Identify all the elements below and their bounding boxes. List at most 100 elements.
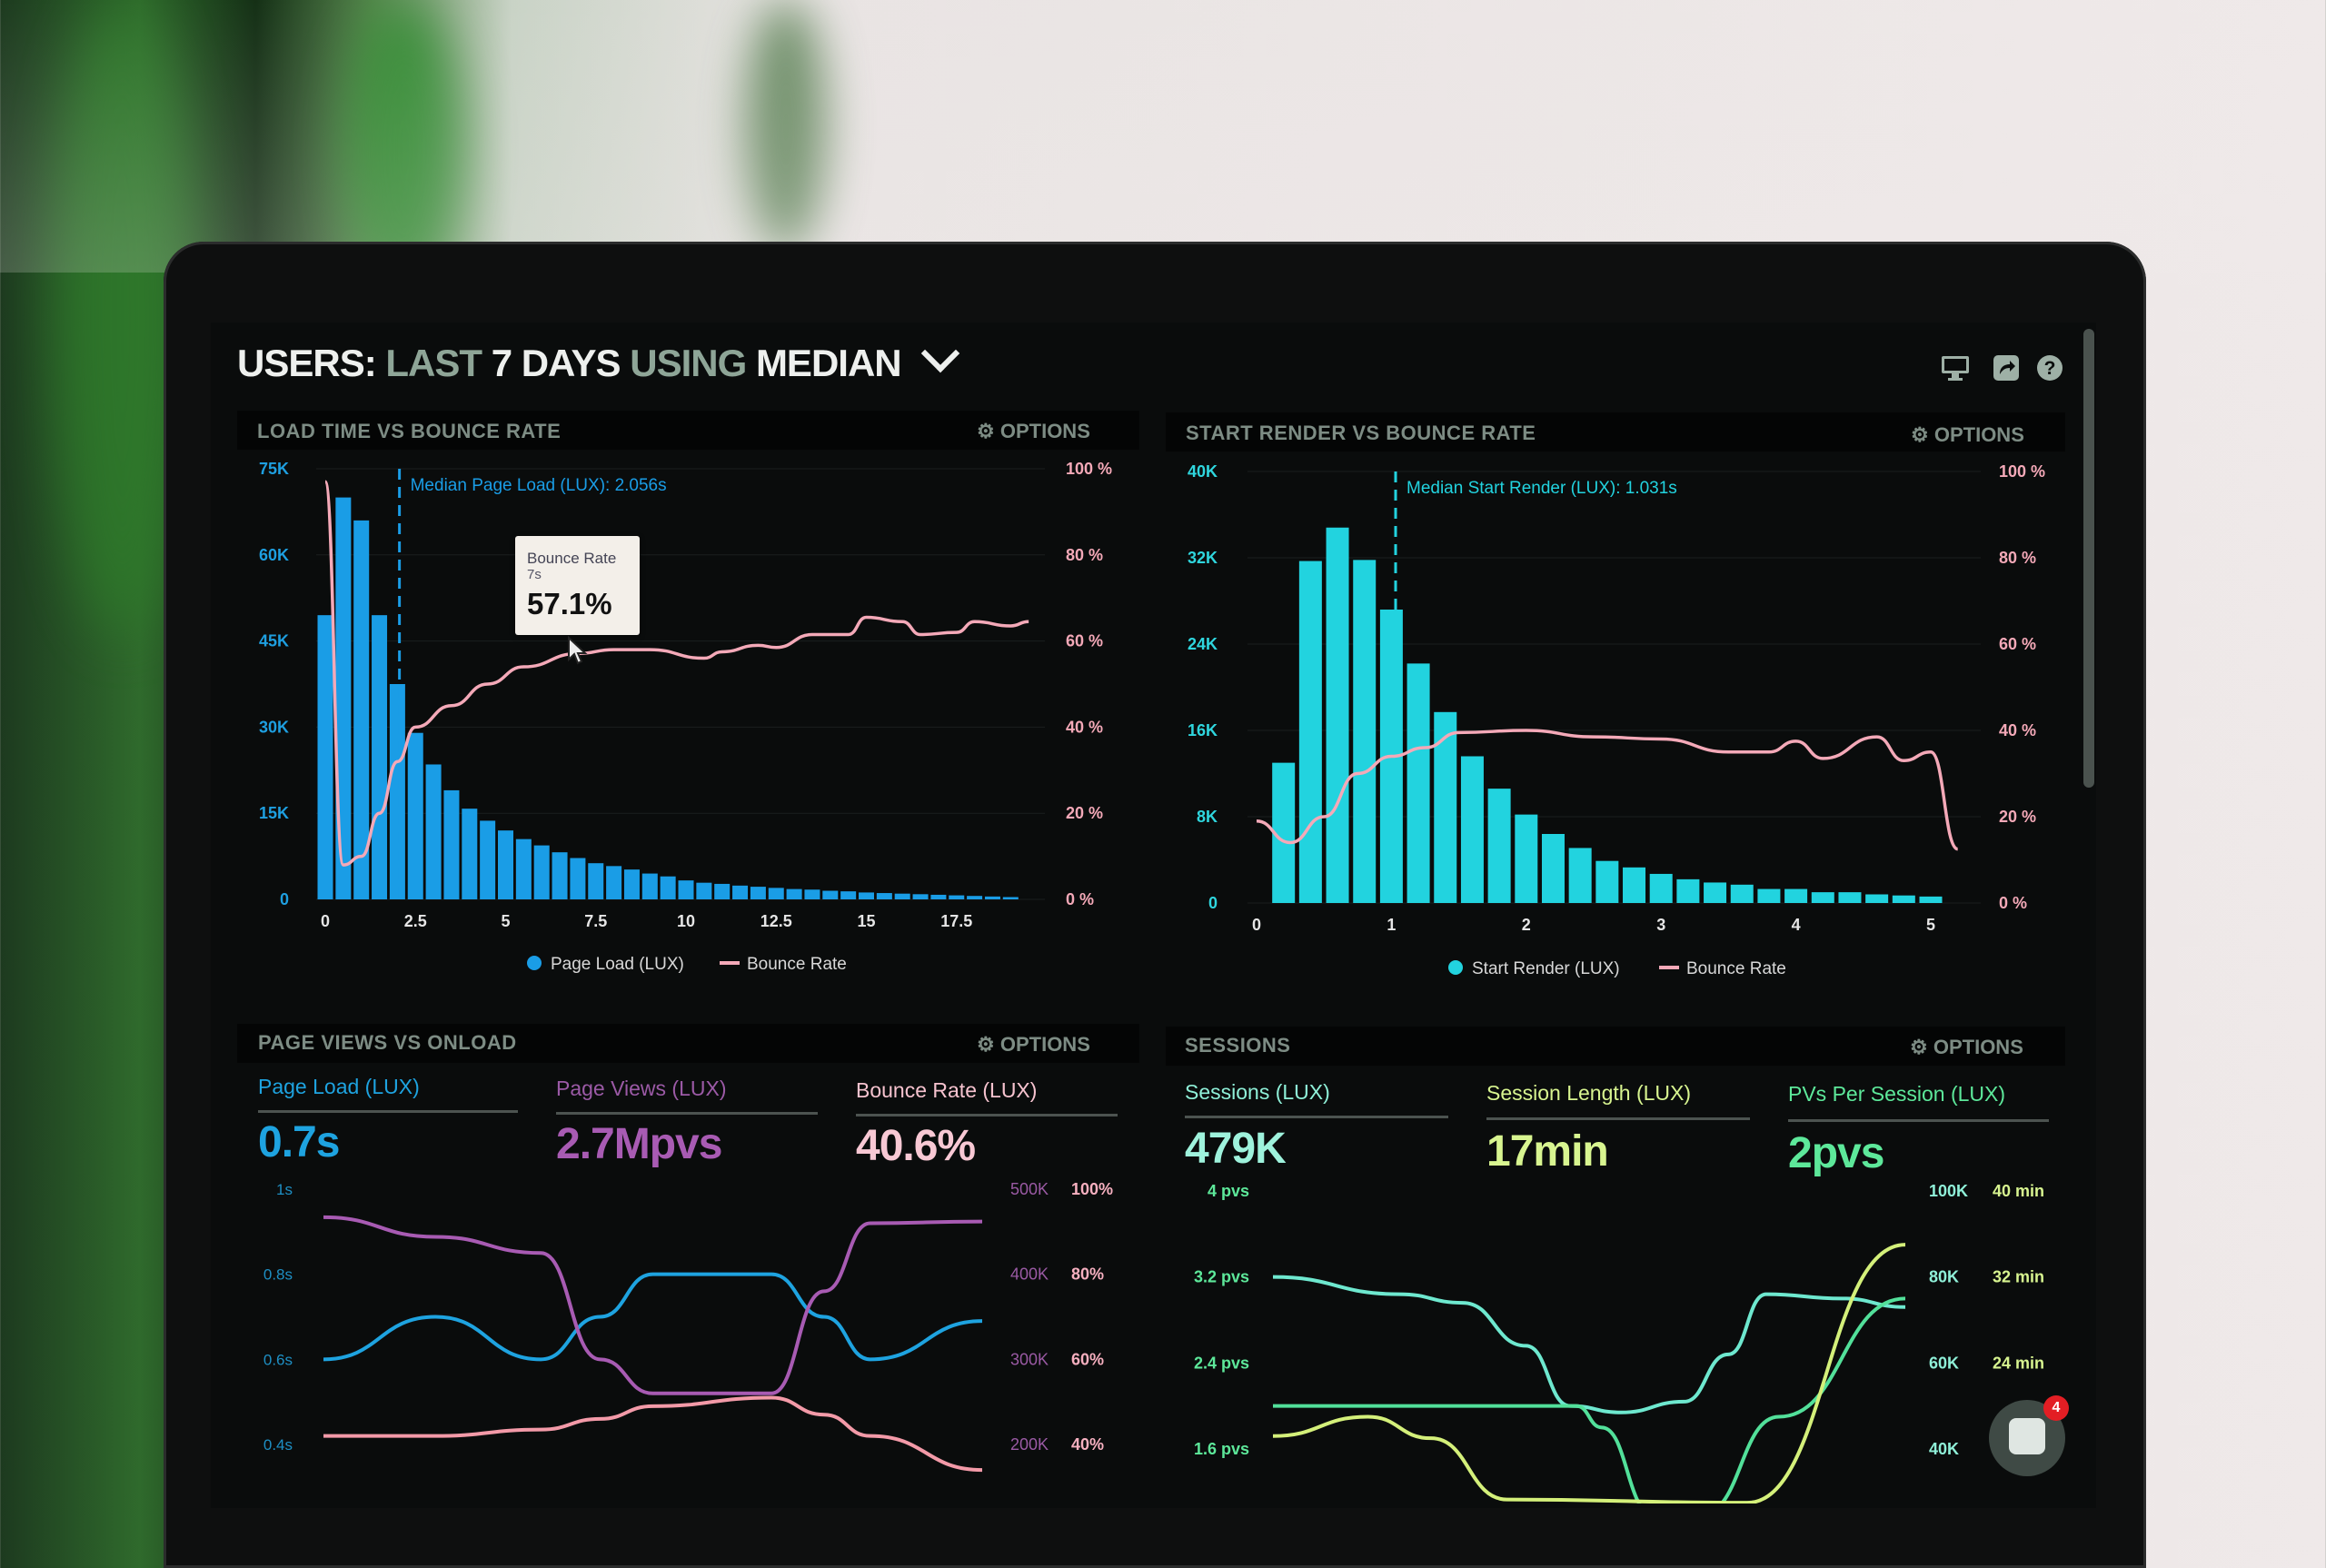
y-left-tick-label: 4 pvs (1208, 1182, 1249, 1200)
histogram-bar (912, 894, 929, 899)
page-title[interactable]: USERS: LAST 7 DAYS USING MEDIAN (237, 333, 960, 385)
y-left-tick-label: 1s (276, 1181, 293, 1198)
divider (1185, 1116, 1448, 1118)
histogram-bar (840, 891, 857, 899)
monitor-icon[interactable] (1941, 354, 1970, 382)
x-tick-label: 17.5 (940, 912, 972, 930)
wall-background (0, 0, 2326, 273)
metric-value-session-length: 17min (1486, 1127, 1609, 1176)
metric-label-page-load: Page Load (LUX) (258, 1075, 420, 1098)
legend-label: Bounce Rate (747, 955, 847, 974)
metric-label-page-views: Page Views (LUX) (556, 1077, 727, 1100)
y-right-tick-label: 200K (1010, 1435, 1049, 1454)
x-tick-label: 1 (1387, 916, 1396, 934)
sessions-chart-axes: 4 pvs 100K 40 min 3.2 pvs 80K 32 min 2.4 pvs 60… (1194, 1182, 2044, 1458)
histogram-bar (822, 890, 839, 899)
y-right-tick-label: 60 % (1999, 635, 2036, 653)
y-left-tick-label: 0 (280, 890, 289, 908)
notification-badge: 4 (2043, 1395, 2069, 1421)
series-line (323, 1215, 983, 1395)
y-right-tick-label: 80K (1929, 1268, 1959, 1286)
x-tick-label: 7.5 (584, 912, 607, 930)
y-right-tick-label: 32 min (1993, 1268, 2044, 1286)
y-right-tick-label: 40K (1929, 1440, 1959, 1458)
histogram-bar (930, 894, 947, 899)
median-annotation: Median Page Load (LUX): 2.056s (411, 476, 667, 495)
options-button[interactable]: ⚙ OPTIONS (1910, 1036, 2023, 1058)
metric-label-bounce-rate: Bounce Rate (LUX) (856, 1078, 1038, 1102)
histogram-bar (1757, 888, 1781, 903)
sessions-chart (1272, 1243, 1906, 1503)
histogram-bar (1407, 663, 1430, 903)
histogram-bar (515, 839, 532, 899)
panel-title: LOAD TIME VS BOUNCE RATE (257, 420, 562, 442)
help-icon[interactable]: ? (2035, 354, 2064, 382)
metric-value-bounce-rate: 40.6% (856, 1122, 976, 1170)
histogram-bar (1434, 711, 1457, 903)
y-left-tick-label: 40K (1188, 462, 1218, 481)
y-left-tick-label: 30K (259, 718, 289, 736)
metric-label-sessions: Sessions (LUX) (1185, 1080, 1330, 1104)
options-button[interactable]: ⚙ OPTIONS (1911, 423, 2024, 446)
x-tick-label: 5 (501, 912, 510, 930)
y-right-tick-label: 80% (1071, 1265, 1104, 1284)
histogram-bar (1595, 860, 1619, 903)
metric-value-page-views: 2.7Mpvs (556, 1120, 722, 1168)
histogram-bar (804, 889, 820, 899)
panel-title: PAGE VIEWS VS ONLOAD (258, 1031, 517, 1054)
gear-icon: ⚙ (977, 1033, 995, 1056)
series-line (1272, 1275, 1906, 1414)
y-right-tick-label: 60% (1071, 1350, 1104, 1368)
x-tick-label: 12.5 (760, 912, 792, 930)
legend-label: Bounce Rate (1686, 959, 1786, 978)
divider (556, 1112, 818, 1115)
histogram-bar (1704, 882, 1727, 903)
histogram-bar (1623, 867, 1646, 903)
legend-dot (527, 956, 542, 970)
bounce-rate-tooltip: Bounce Rate 7s 57.1% (515, 536, 640, 635)
histogram-bar (1838, 892, 1862, 903)
share-icon[interactable] (1992, 354, 2021, 382)
metric-value-pvs-per-session: 2pvs (1788, 1129, 1884, 1177)
histogram-bar (1865, 894, 1889, 903)
x-tick-label: 0 (1252, 916, 1261, 934)
histogram-bar (768, 888, 784, 899)
histogram-bar (1298, 561, 1322, 903)
y-right-tick-label: 300K (1010, 1350, 1049, 1368)
histogram-bar (606, 866, 622, 899)
histogram-bar (443, 789, 460, 899)
series-line (323, 1272, 983, 1362)
series-line (323, 1395, 983, 1473)
page-views-panel-header (237, 1024, 1139, 1063)
series-line (1272, 1296, 1906, 1503)
histogram-bar (552, 852, 568, 899)
histogram-bar (641, 873, 658, 899)
histogram-bar (588, 863, 604, 899)
y-left-tick-label: 3.2 pvs (1194, 1268, 1249, 1286)
legend-label: Page Load (LUX) (551, 955, 684, 974)
chat-button[interactable] (1989, 1400, 2065, 1476)
y-right-tick-label: 20 % (1999, 808, 2036, 826)
histogram-bar (876, 893, 892, 899)
panel-title: START RENDER VS BOUNCE RATE (1186, 422, 1536, 444)
y-left-tick-label: 0.6s (263, 1351, 293, 1368)
y-right-tick-label: 400K (1010, 1265, 1049, 1284)
metric-value-page-load: 0.7s (258, 1118, 340, 1166)
histogram-bar (389, 684, 405, 899)
divider (1788, 1119, 2049, 1122)
y-left-tick-label: 45K (259, 632, 289, 650)
options-button[interactable]: ⚙ OPTIONS (977, 420, 1090, 442)
histogram-bar (750, 887, 766, 899)
x-tick-label: 5 (1926, 916, 1935, 934)
divider (1486, 1117, 1750, 1120)
y-left-tick-label: 32K (1188, 549, 1218, 567)
y-left-tick-label: 16K (1188, 721, 1218, 739)
histogram-bar (1541, 834, 1565, 903)
sessions-panel-header (1166, 1027, 2065, 1066)
options-button[interactable]: ⚙ OPTIONS (977, 1033, 1090, 1056)
gear-icon: ⚙ (1911, 423, 1929, 446)
histogram-bar (1919, 896, 1943, 903)
scrollbar[interactable] (2083, 329, 2094, 788)
y-right-tick-label: 20 % (1066, 804, 1103, 822)
histogram-bar (1002, 897, 1019, 899)
